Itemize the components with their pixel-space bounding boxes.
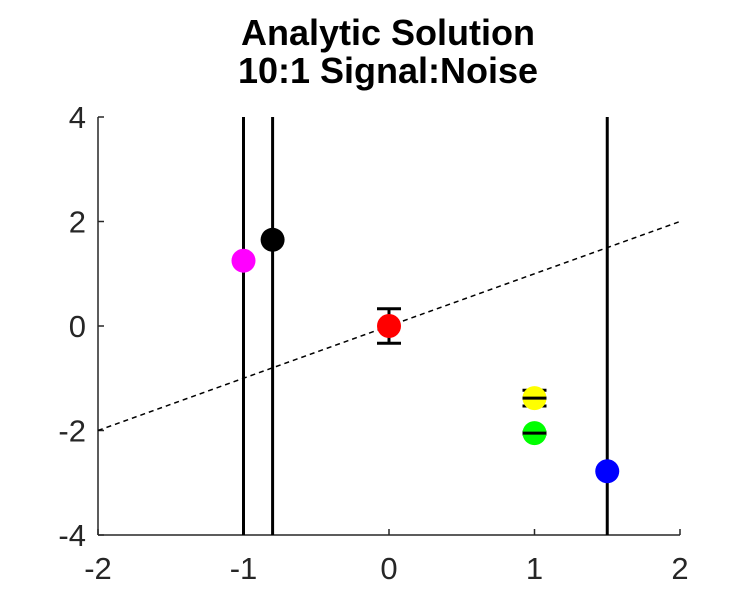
chart-subtitle: 10:1 Signal:Noise xyxy=(237,50,539,91)
y-tick-label: -4 xyxy=(58,518,86,553)
y-tick-label: -2 xyxy=(58,414,86,449)
chart-title-block: Analytic Solution 10:1 Signal:Noise xyxy=(0,14,750,90)
data-point xyxy=(595,459,620,484)
data-point xyxy=(231,248,256,273)
data-points-layer xyxy=(231,227,620,484)
x-tick-label: -2 xyxy=(84,551,112,586)
y-tick-label: 2 xyxy=(69,205,86,240)
y-tick-label: 4 xyxy=(69,100,86,135)
chart-title: Analytic Solution xyxy=(240,12,535,53)
data-point xyxy=(377,314,401,338)
x-tick-label: -1 xyxy=(230,551,258,586)
axes xyxy=(97,116,681,536)
error-bars-layer xyxy=(242,117,609,535)
x-tick-label: 1 xyxy=(526,551,543,586)
x-tick-label: 2 xyxy=(671,551,688,586)
x-tick-label: 0 xyxy=(380,551,397,586)
y-tick-label: 0 xyxy=(69,309,86,344)
data-point xyxy=(260,227,285,252)
